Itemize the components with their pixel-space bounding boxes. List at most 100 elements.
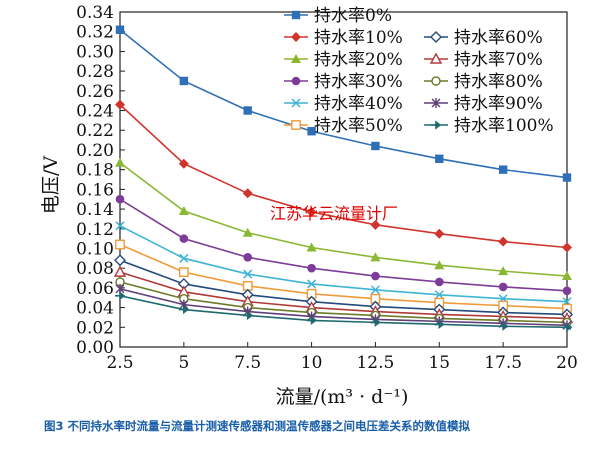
y-tick-label: 0.30	[76, 42, 114, 62]
data-point	[178, 304, 190, 315]
data-point	[178, 267, 189, 278]
x-tick-label: 15	[428, 353, 450, 373]
data-point	[562, 271, 572, 281]
data-point	[371, 271, 380, 281]
legend-marker	[291, 76, 301, 86]
data-point	[498, 236, 509, 247]
series-line	[119, 271, 568, 320]
legend-label: 持水率20%	[314, 50, 403, 70]
data-point	[370, 285, 380, 295]
legend-label: 持水率10%	[314, 28, 403, 48]
x-axis-title: 流量/(m³ · d⁻¹)	[276, 386, 409, 408]
y-tick-label: 0.08	[76, 259, 114, 279]
x-tick-label: 7.5	[234, 353, 261, 373]
data-point	[243, 106, 252, 115]
legend-item-1: 持水率10%	[284, 28, 403, 48]
series-line	[119, 198, 568, 292]
y-tick-label: 0.22	[76, 121, 114, 141]
x-tick-label: 20	[556, 353, 578, 373]
y-tick-label: 0.20	[76, 141, 114, 161]
data-point	[179, 76, 189, 86]
data-point	[242, 227, 253, 237]
data-point	[115, 194, 125, 204]
legend-item-9: 持水率90%	[424, 94, 543, 114]
legend-item-5: 持水率50%	[284, 116, 403, 136]
legend-label: 持水率80%	[454, 72, 543, 92]
data-point	[370, 317, 381, 327]
x-tick-label: 17.5	[484, 353, 522, 373]
data-point	[434, 319, 445, 329]
y-tick-label: 0.12	[76, 220, 114, 240]
data-point	[115, 157, 125, 167]
data-point	[243, 253, 253, 262]
axes: 0.000.020.040.060.080.100.120.140.160.18…	[76, 3, 578, 373]
data-point	[435, 154, 444, 164]
x-axis-title-text: 流量/(m³ · d⁻¹)	[276, 386, 409, 408]
data-point	[115, 291, 126, 301]
series-2	[115, 157, 572, 281]
data-point	[562, 322, 573, 332]
legend-item-10: 持水率100%	[424, 116, 554, 136]
series-4	[115, 221, 572, 307]
y-tick-label: 0.10	[76, 239, 114, 259]
legend-label: 持水率30%	[314, 72, 403, 92]
series-line	[119, 243, 568, 310]
legend-label: 持水率70%	[454, 50, 543, 70]
y-tick-label: 0.16	[76, 180, 114, 200]
data-point	[562, 286, 572, 296]
legend-marker	[431, 76, 441, 86]
y-tick-label: 0.26	[76, 82, 114, 102]
data-point	[114, 254, 126, 267]
series-line	[119, 294, 568, 329]
series-line	[119, 259, 568, 316]
legend: 持水率0%持水率10%持水率20%持水率30%持水率40%持水率50% 持水率60…	[284, 6, 554, 136]
y-tick-label: 0.18	[76, 161, 114, 181]
x-tick-label: 5	[178, 353, 189, 373]
series-line	[119, 281, 568, 324]
data-point	[179, 253, 189, 263]
data-point	[562, 242, 572, 253]
data-point	[434, 228, 445, 239]
series-10	[115, 291, 573, 332]
data-point	[307, 263, 316, 273]
data-point	[306, 242, 317, 252]
series-line	[119, 162, 568, 277]
x-tick-label: 2.5	[106, 353, 133, 373]
data-point	[306, 207, 317, 218]
data-point	[113, 265, 127, 277]
series-line	[119, 288, 568, 327]
x-tick-label: 12.5	[356, 353, 394, 373]
legend-item-0: 持水率0%	[284, 6, 392, 26]
legend-item-4: 持水率40%	[284, 94, 403, 114]
legend-item-7: 持水率70%	[424, 50, 543, 70]
legend-marker	[431, 120, 442, 130]
legend-marker	[429, 52, 443, 64]
legend-marker	[291, 120, 301, 130]
y-tick-label: 0.02	[76, 318, 114, 338]
y-tick-label: 0.14	[76, 200, 114, 220]
series-3	[115, 194, 572, 296]
series-0	[115, 25, 572, 182]
legend-item-6: 持水率60%	[424, 28, 543, 48]
legend-marker	[431, 98, 441, 108]
series-1	[115, 99, 572, 253]
legend-marker	[430, 31, 442, 43]
legend-label: 持水率100%	[454, 116, 554, 136]
legend-marker	[291, 98, 301, 108]
data-point	[371, 141, 380, 151]
legend-marker	[291, 32, 301, 42]
data-point	[242, 188, 253, 199]
legend-label: 持水率90%	[454, 94, 543, 114]
data-point	[562, 173, 572, 182]
y-tick-label: 0.00	[76, 338, 114, 358]
data-point	[179, 234, 189, 243]
data-point	[370, 219, 381, 230]
data-point	[115, 221, 125, 231]
y-tick-label: 0.28	[76, 62, 114, 82]
y-tick-label: 0.24	[76, 102, 114, 122]
x-tick-label: 10	[301, 353, 323, 373]
y-tick-label: 0.32	[76, 23, 114, 43]
data-point	[243, 269, 253, 279]
data-point	[178, 158, 189, 169]
